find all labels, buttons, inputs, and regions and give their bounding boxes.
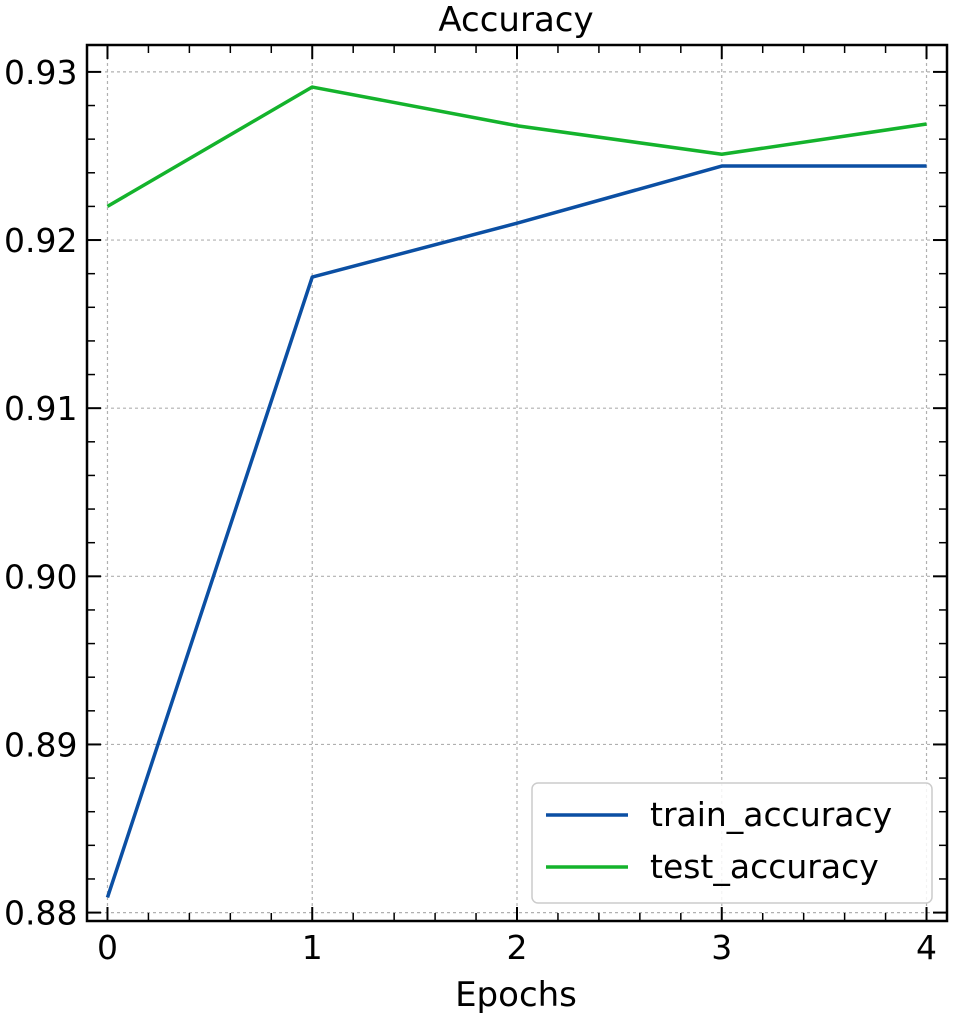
legend: train_accuracy test_accuracy: [531, 782, 933, 904]
series-line-train-accuracy: [105, 164, 927, 899]
x-tick-label: 2: [507, 928, 528, 967]
x-tick-label: 0: [97, 928, 118, 967]
y-tick-label: 0.89: [4, 725, 77, 764]
x-tick-label: 4: [916, 928, 937, 967]
x-tick-label: 3: [711, 928, 732, 967]
series-line-test-accuracy: [106, 85, 927, 208]
y-tick-label: 0.88: [4, 894, 77, 933]
chart-title: Accuracy: [438, 0, 593, 40]
x-tick-label: 1: [302, 928, 323, 967]
axis-ticks: [87, 45, 947, 921]
legend-label-test-accuracy: test_accuracy: [650, 847, 879, 886]
legend-box: [531, 782, 933, 904]
x-tick-labels: 0 1 2 3 4: [97, 928, 937, 967]
y-tick-label: 0.90: [4, 557, 77, 596]
y-tick-label: 0.92: [4, 221, 77, 260]
grid-lines: [87, 45, 947, 921]
y-tick-label: 0.93: [4, 53, 77, 92]
y-tick-label: 0.91: [4, 389, 77, 428]
legend-label-train-accuracy: train_accuracy: [650, 795, 892, 834]
series-lines: [105, 85, 927, 899]
x-axis-label: Epochs: [455, 975, 577, 1015]
plot-frame: [85, 43, 949, 923]
y-tick-labels: 0.88 0.89 0.90 0.91 0.92 0.93: [4, 53, 77, 933]
